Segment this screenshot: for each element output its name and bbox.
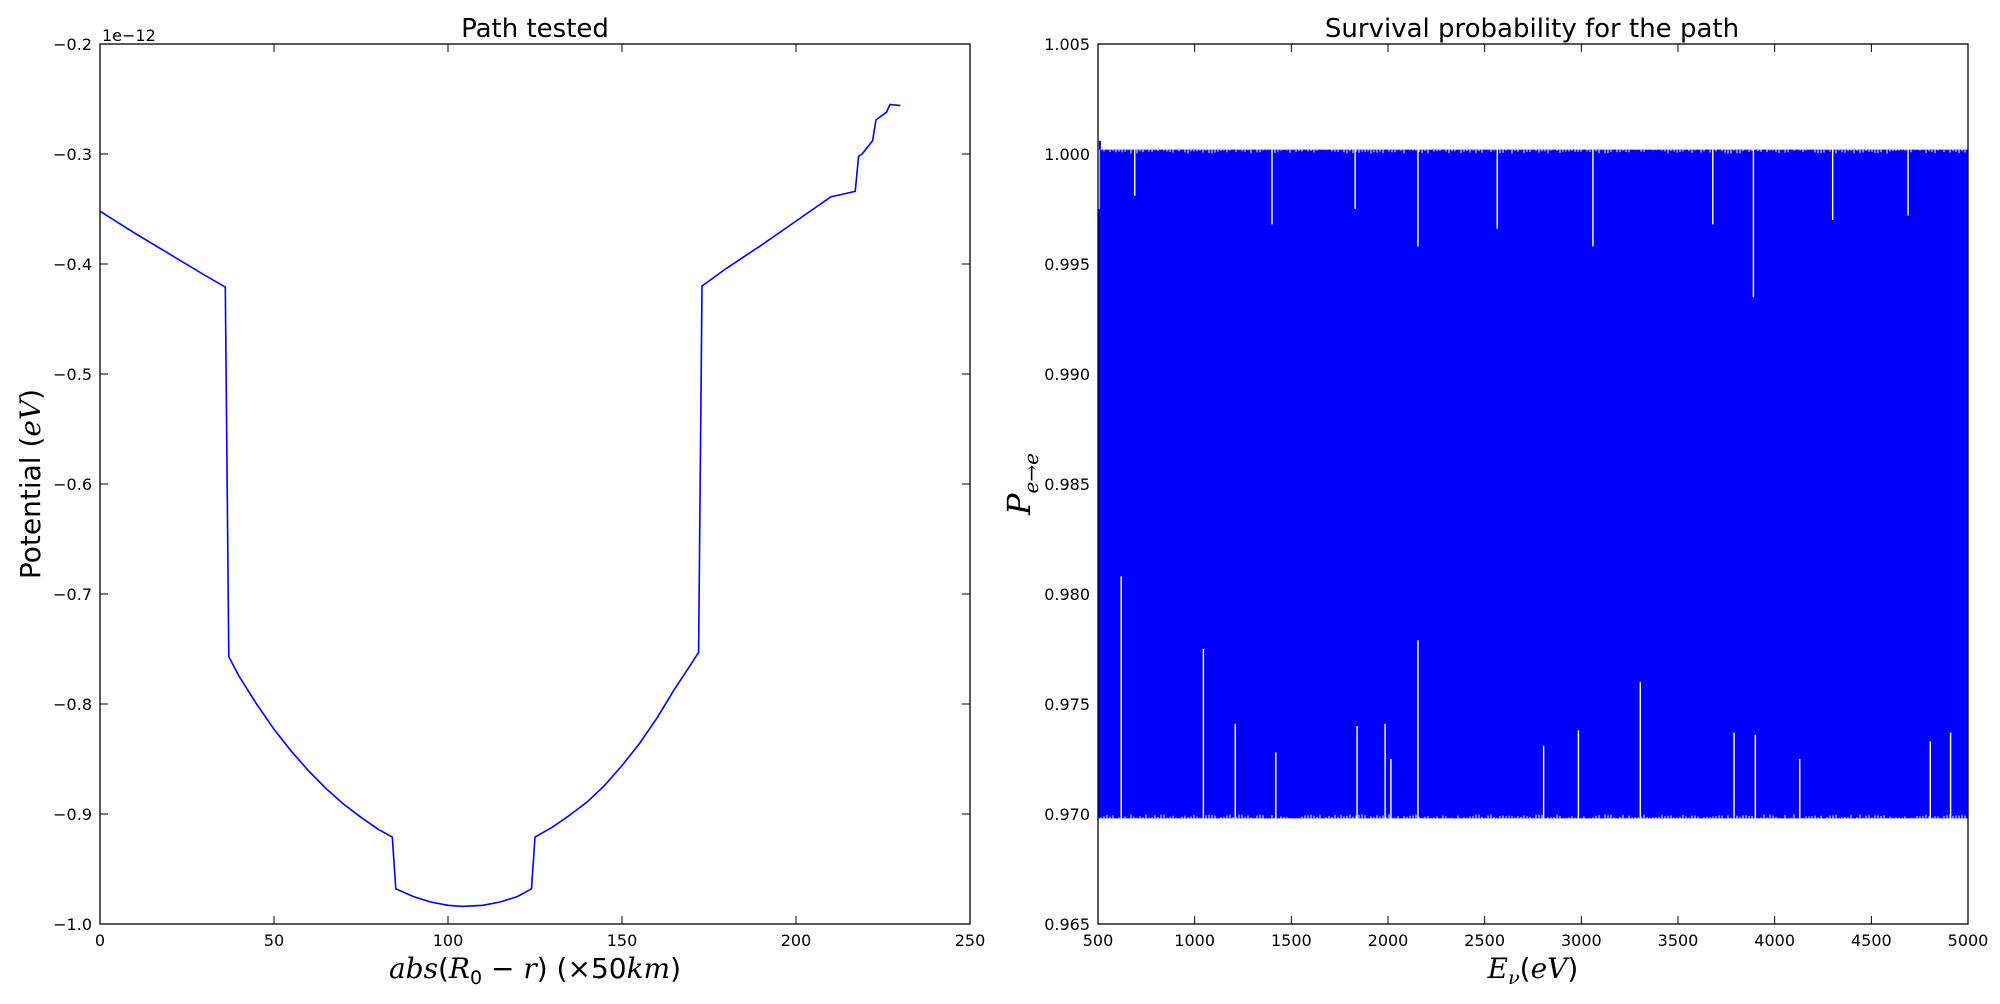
left-x-tick-label: 150 (607, 931, 638, 950)
right-x-tick-label: 3000 (1561, 931, 1602, 950)
chart-survival-probability: Survival probability for the path 500 100… (1000, 14, 1988, 989)
left-y-tick-label: −0.7 (53, 585, 92, 604)
right-x-axis-label: Eν(eV) (1487, 952, 1579, 989)
right-x-tick-label: 2000 (1368, 931, 1409, 950)
right-y-tick-label: 1.000 (1044, 145, 1090, 164)
left-y-tick-label: −0.9 (53, 805, 92, 824)
right-y-tick-label: 0.975 (1044, 695, 1090, 714)
right-y-tick-label: 0.990 (1044, 365, 1090, 384)
left-x-tick-label: 50 (264, 931, 284, 950)
right-y-tick-label: 1.005 (1044, 35, 1090, 54)
right-axes-frame (1097, 43, 1969, 925)
oscillation-band (1098, 149, 1968, 819)
left-x-tick-label: 250 (955, 931, 986, 950)
survival-probability-series (1097, 140, 1969, 819)
right-y-tick-label: 0.985 (1044, 475, 1090, 494)
right-x-tick-label: 1500 (1271, 931, 1312, 950)
right-ticks: 500 1000 1500 2000 2500 3000 3500 4000 4500 5000 0… (1044, 35, 1988, 950)
right-x-tick-label: 4000 (1754, 931, 1795, 950)
left-ticks: 0 50 100 150 200 250 −1.0 −0.9 −0.8 −0.7 −0.6 −0.5 −… (53, 35, 985, 950)
left-y-tick-label: −0.4 (53, 255, 92, 274)
left-x-tick-label: 100 (433, 931, 464, 950)
potential-line (99, 103, 901, 908)
left-x-tick-label: 200 (781, 931, 812, 950)
left-y-tick-label: −0.2 (53, 35, 92, 54)
right-y-tick-label: 0.995 (1044, 255, 1090, 274)
left-axes-frame (99, 43, 971, 925)
chart-path-tested: Path tested 1e−12 0 50 100 150 200 250 −1.0 −0.… (14, 14, 985, 989)
right-y-tick-label: 0.965 (1044, 915, 1090, 934)
left-y-tick-label: −0.8 (53, 695, 92, 714)
right-y-tick-label: 0.980 (1044, 585, 1090, 604)
left-y-tick-label: −0.3 (53, 145, 92, 164)
left-x-tick-label: 0 (95, 931, 105, 950)
right-x-tick-label: 2500 (1464, 931, 1505, 950)
right-y-tick-label: 0.970 (1044, 805, 1090, 824)
left-chart-title: Path tested (461, 14, 609, 44)
right-x-tick-label: 4500 (1851, 931, 1892, 950)
left-x-axis-label: abs(R0 − r) (×50km) (389, 952, 681, 989)
left-y-tick-label: −1.0 (53, 915, 92, 934)
right-x-tick-label: 5000 (1948, 931, 1989, 950)
left-y-tick-label: −0.5 (53, 365, 92, 384)
left-y-tick-label: −0.6 (53, 475, 92, 494)
left-y-axis-label: Potential (eV) (14, 389, 47, 579)
right-y-axis-label: Pe→e (1000, 453, 1043, 516)
right-chart-title: Survival probability for the path (1325, 14, 1739, 44)
right-x-tick-label: 1000 (1174, 931, 1215, 950)
right-x-tick-label: 500 (1083, 931, 1114, 950)
left-offset-text: 1e−12 (102, 26, 156, 45)
right-x-tick-label: 3500 (1658, 931, 1699, 950)
